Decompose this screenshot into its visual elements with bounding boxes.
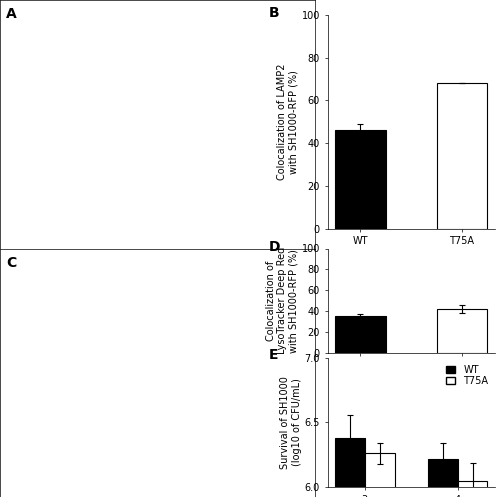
Bar: [428, 459, 458, 497]
Y-axis label: Colocalization of
LysoTracker Deep Red
with SH1000-RFP (%): Colocalization of LysoTracker Deep Red w…: [266, 247, 298, 354]
Text: E: E: [269, 347, 278, 361]
Bar: [436, 83, 488, 229]
Bar: [335, 316, 386, 353]
Bar: [365, 453, 394, 497]
Y-axis label: Survival of SH1000
(log10 of CFU/mL): Survival of SH1000 (log10 of CFU/mL): [280, 376, 301, 469]
Text: C: C: [6, 256, 16, 270]
Text: A: A: [6, 7, 17, 21]
Bar: [335, 130, 386, 229]
Bar: [458, 481, 488, 497]
Text: B: B: [269, 6, 280, 20]
Legend: WT, T75A: WT, T75A: [444, 363, 490, 388]
Text: D: D: [269, 240, 280, 254]
Bar: [335, 438, 365, 497]
Y-axis label: Colocalization of LAMP2
with SH1000-RFP (%): Colocalization of LAMP2 with SH1000-RFP …: [277, 64, 298, 180]
Bar: [436, 309, 488, 353]
